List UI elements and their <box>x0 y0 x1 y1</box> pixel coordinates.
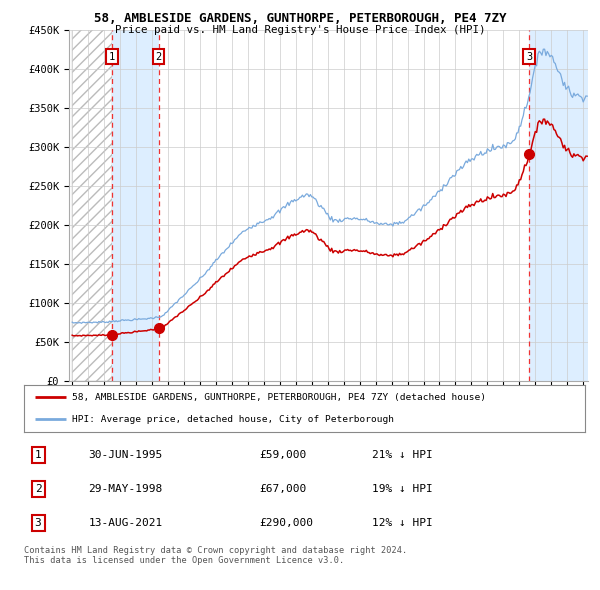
Text: Contains HM Land Registry data © Crown copyright and database right 2024.
This d: Contains HM Land Registry data © Crown c… <box>24 546 407 565</box>
Bar <box>529 30 600 381</box>
Text: 2: 2 <box>35 484 41 494</box>
Text: 13-AUG-2021: 13-AUG-2021 <box>89 519 163 528</box>
Text: 30-JUN-1995: 30-JUN-1995 <box>89 450 163 460</box>
Text: HPI: Average price, detached house, City of Peterborough: HPI: Average price, detached house, City… <box>71 415 394 424</box>
Text: 3: 3 <box>526 52 532 62</box>
Text: 12% ↓ HPI: 12% ↓ HPI <box>372 519 433 528</box>
Text: 19% ↓ HPI: 19% ↓ HPI <box>372 484 433 494</box>
Text: 29-MAY-1998: 29-MAY-1998 <box>89 484 163 494</box>
Text: £67,000: £67,000 <box>260 484 307 494</box>
Text: Price paid vs. HM Land Registry's House Price Index (HPI): Price paid vs. HM Land Registry's House … <box>115 25 485 35</box>
Text: 1: 1 <box>109 52 115 62</box>
Text: £59,000: £59,000 <box>260 450 307 460</box>
Text: 58, AMBLESIDE GARDENS, GUNTHORPE, PETERBOROUGH, PE4 7ZY (detached house): 58, AMBLESIDE GARDENS, GUNTHORPE, PETERB… <box>71 393 485 402</box>
Text: 1: 1 <box>35 450 41 460</box>
Text: £290,000: £290,000 <box>260 519 314 528</box>
Bar <box>72 30 112 381</box>
Bar <box>112 30 158 381</box>
Text: 21% ↓ HPI: 21% ↓ HPI <box>372 450 433 460</box>
Text: 3: 3 <box>35 519 41 528</box>
Text: 58, AMBLESIDE GARDENS, GUNTHORPE, PETERBOROUGH, PE4 7ZY: 58, AMBLESIDE GARDENS, GUNTHORPE, PETERB… <box>94 12 506 25</box>
Text: 2: 2 <box>155 52 161 62</box>
